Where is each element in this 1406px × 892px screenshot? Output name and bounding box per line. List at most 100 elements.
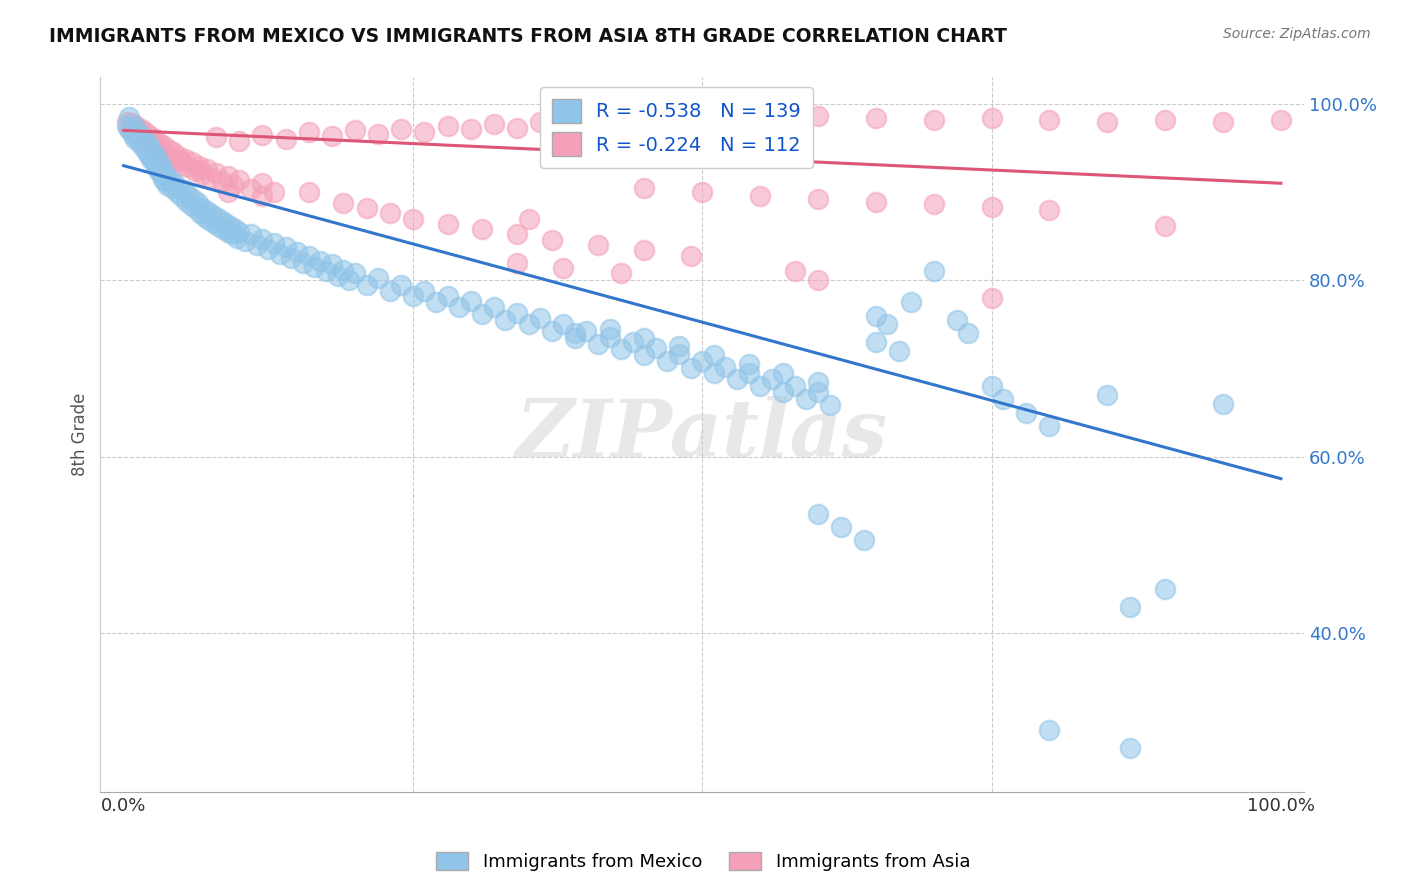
Point (205, 130, 228, 145)
Point (118, 121, 141, 136)
Point (155, 148, 177, 162)
Point (134, 134, 156, 148)
Legend: Immigrants from Mexico, Immigrants from Asia: Immigrants from Mexico, Immigrants from … (429, 845, 977, 879)
Point (159, 172, 181, 186)
Point (517, 211, 540, 226)
Point (120, 123, 142, 137)
Point (257, 243, 280, 257)
Point (170, 189, 193, 203)
Point (703, 348, 725, 362)
Point (796, 392, 818, 407)
Point (807, 375, 830, 389)
Point (193, 210, 215, 224)
Point (343, 123, 366, 137)
Point (865, 334, 887, 349)
Point (163, 176, 186, 190)
Point (222, 178, 245, 192)
Point (132, 130, 155, 145)
Point (761, 372, 783, 386)
Point (202, 216, 225, 230)
Point (980, 379, 1002, 393)
Point (783, 112, 806, 127)
Point (737, 357, 759, 371)
Point (529, 115, 551, 129)
Point (155, 169, 177, 184)
Point (228, 225, 250, 239)
Point (389, 121, 412, 136)
Point (134, 125, 156, 139)
Point (195, 162, 218, 177)
Point (121, 116, 143, 130)
Point (900, 295, 922, 310)
Point (198, 213, 221, 227)
Point (143, 132, 166, 146)
Point (173, 183, 195, 197)
Point (367, 127, 389, 141)
Point (749, 189, 772, 203)
Point (807, 192, 830, 206)
Point (298, 125, 321, 139)
Point (980, 111, 1002, 125)
Y-axis label: 8th Grade: 8th Grade (72, 392, 89, 476)
Point (830, 520, 852, 534)
Point (1038, 202, 1060, 217)
Point (129, 122, 152, 136)
Point (668, 110, 690, 124)
Point (173, 152, 195, 166)
Point (298, 249, 321, 263)
Point (187, 163, 209, 178)
Point (224, 222, 246, 236)
Point (177, 161, 200, 175)
Point (553, 260, 575, 275)
Point (714, 359, 737, 374)
Point (184, 201, 207, 215)
Point (280, 251, 302, 265)
Point (291, 255, 314, 269)
Point (129, 130, 152, 145)
Point (217, 225, 239, 239)
Point (564, 330, 586, 344)
Point (610, 266, 633, 280)
Point (633, 348, 655, 362)
Point (141, 145, 163, 160)
Point (214, 216, 236, 230)
Point (304, 260, 326, 274)
Point (690, 354, 713, 368)
Point (252, 189, 274, 203)
Point (991, 392, 1014, 407)
Point (621, 334, 644, 349)
Point (413, 125, 436, 139)
Point (425, 295, 447, 310)
Point (148, 136, 170, 150)
Point (138, 148, 160, 162)
Point (205, 166, 228, 180)
Point (205, 210, 228, 224)
Point (122, 125, 145, 139)
Point (876, 318, 898, 332)
Point (187, 159, 209, 173)
Point (134, 141, 156, 155)
Point (980, 200, 1002, 214)
Point (233, 234, 256, 248)
Point (211, 174, 233, 188)
Point (482, 117, 505, 131)
Point (1015, 405, 1038, 419)
Point (263, 236, 285, 251)
Point (191, 168, 214, 182)
Point (153, 166, 176, 180)
Point (263, 185, 285, 199)
Point (141, 137, 163, 152)
Point (679, 361, 702, 376)
Point (761, 109, 783, 123)
Point (633, 180, 655, 194)
Point (529, 311, 551, 326)
Point (540, 325, 562, 339)
Point (703, 366, 725, 380)
Point (1212, 114, 1234, 128)
Point (162, 145, 184, 160)
Point (818, 399, 841, 413)
Point (1038, 723, 1060, 737)
Point (122, 119, 145, 133)
Point (783, 264, 806, 278)
Point (1119, 599, 1142, 614)
